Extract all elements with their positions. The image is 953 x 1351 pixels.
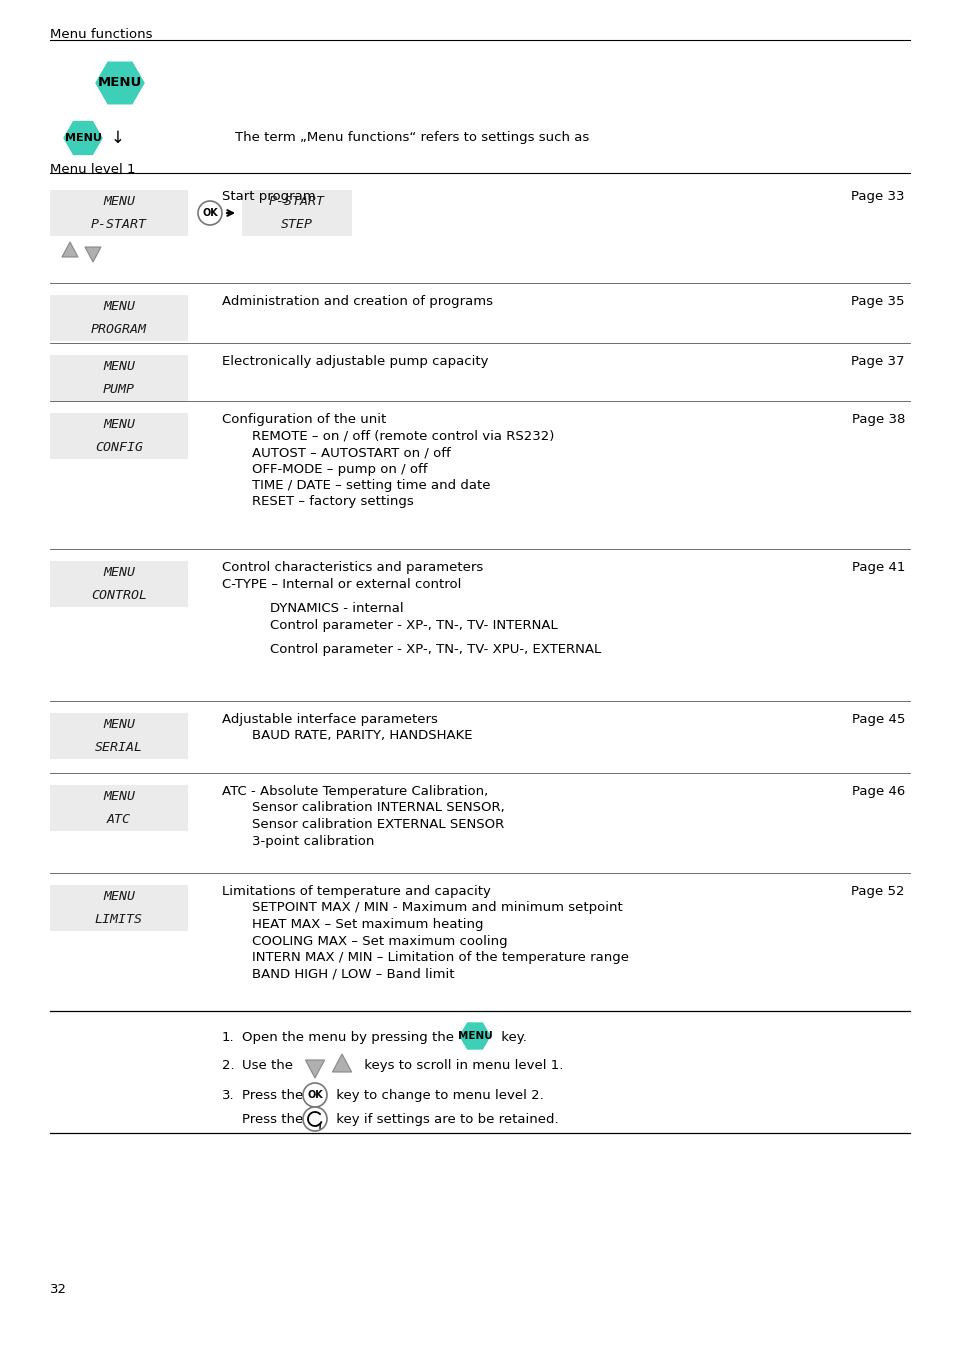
Text: Press the: Press the <box>242 1089 303 1102</box>
Text: Page 38: Page 38 <box>851 413 904 426</box>
Text: OK: OK <box>307 1090 322 1100</box>
Polygon shape <box>85 247 101 262</box>
FancyBboxPatch shape <box>50 413 188 459</box>
Text: MENU: MENU <box>98 77 142 89</box>
FancyBboxPatch shape <box>50 713 188 759</box>
Polygon shape <box>62 242 78 257</box>
Text: Configuration of the unit: Configuration of the unit <box>222 413 386 426</box>
Text: BAUD RATE, PARITY, HANDSHAKE: BAUD RATE, PARITY, HANDSHAKE <box>252 730 472 743</box>
Text: Page 33: Page 33 <box>851 190 904 203</box>
Text: key to change to menu level 2.: key to change to menu level 2. <box>332 1089 543 1102</box>
Polygon shape <box>332 1054 352 1071</box>
FancyBboxPatch shape <box>50 561 188 607</box>
Text: Page 45: Page 45 <box>851 713 904 725</box>
Text: Page 52: Page 52 <box>851 885 904 898</box>
FancyBboxPatch shape <box>50 355 188 401</box>
Text: key.: key. <box>497 1031 526 1044</box>
Text: MENU: MENU <box>103 195 135 208</box>
Text: C-TYPE – Internal or external control: C-TYPE – Internal or external control <box>222 577 461 590</box>
Text: DYNAMICS - internal: DYNAMICS - internal <box>270 603 403 615</box>
Text: P-START: P-START <box>269 195 325 208</box>
Text: CONTROL: CONTROL <box>91 589 147 603</box>
Text: Press the: Press the <box>242 1113 303 1125</box>
Text: BAND HIGH / LOW – Band limit: BAND HIGH / LOW – Band limit <box>252 967 454 981</box>
Polygon shape <box>459 1023 490 1048</box>
Text: Sensor calibration EXTERNAL SENSOR: Sensor calibration EXTERNAL SENSOR <box>252 817 504 831</box>
Text: Page 46: Page 46 <box>851 785 904 798</box>
FancyBboxPatch shape <box>242 190 352 236</box>
Text: Electronically adjustable pump capacity: Electronically adjustable pump capacity <box>222 355 488 367</box>
Text: ATC: ATC <box>107 813 131 825</box>
Text: TIME / DATE – setting time and date: TIME / DATE – setting time and date <box>252 480 490 492</box>
Circle shape <box>198 201 222 226</box>
Text: INTERN MAX / MIN – Limitation of the temperature range: INTERN MAX / MIN – Limitation of the tem… <box>252 951 628 965</box>
Text: Control parameter - XP-, TN-, TV- XPU-, EXTERNAL: Control parameter - XP-, TN-, TV- XPU-, … <box>270 643 600 657</box>
Text: MENU: MENU <box>103 359 135 373</box>
Text: MENU: MENU <box>457 1031 492 1042</box>
Text: Menu functions: Menu functions <box>50 28 152 41</box>
Text: SETPOINT MAX / MIN - Maximum and minimum setpoint: SETPOINT MAX / MIN - Maximum and minimum… <box>252 901 622 915</box>
Text: RESET – factory settings: RESET – factory settings <box>252 496 414 508</box>
Text: P-START: P-START <box>91 218 147 231</box>
FancyBboxPatch shape <box>50 190 188 236</box>
Text: Menu level 1: Menu level 1 <box>50 163 135 176</box>
Polygon shape <box>96 62 144 104</box>
Text: AUTOST – AUTOSTART on / off: AUTOST – AUTOSTART on / off <box>252 446 450 459</box>
Text: The term „Menu functions“ refers to settings such as: The term „Menu functions“ refers to sett… <box>234 131 589 145</box>
Text: STEP: STEP <box>281 218 313 231</box>
Text: 3.: 3. <box>222 1089 234 1102</box>
Text: PROGRAM: PROGRAM <box>91 323 147 336</box>
Text: MENU: MENU <box>103 566 135 580</box>
FancyBboxPatch shape <box>50 785 188 831</box>
FancyBboxPatch shape <box>50 885 188 931</box>
Text: Control parameter - XP-, TN-, TV- INTERNAL: Control parameter - XP-, TN-, TV- INTERN… <box>270 619 558 632</box>
Text: REMOTE – on / off (remote control via RS232): REMOTE – on / off (remote control via RS… <box>252 430 554 443</box>
Text: Open the menu by pressing the: Open the menu by pressing the <box>242 1031 457 1044</box>
Text: Page 35: Page 35 <box>851 295 904 308</box>
Text: Adjustable interface parameters: Adjustable interface parameters <box>222 713 437 725</box>
Text: Sensor calibration INTERNAL SENSOR,: Sensor calibration INTERNAL SENSOR, <box>252 801 504 815</box>
Text: OK: OK <box>202 208 217 218</box>
FancyBboxPatch shape <box>50 295 188 340</box>
Text: MENU: MENU <box>103 890 135 902</box>
Text: MENU: MENU <box>65 132 101 143</box>
Text: MENU: MENU <box>103 717 135 731</box>
Text: Administration and creation of programs: Administration and creation of programs <box>222 295 493 308</box>
Text: 1.: 1. <box>222 1031 234 1044</box>
Text: 3-point calibration: 3-point calibration <box>252 835 374 847</box>
Text: MENU: MENU <box>103 417 135 431</box>
Text: Use the: Use the <box>242 1059 293 1071</box>
Text: LIMITS: LIMITS <box>95 913 143 925</box>
Text: Start program: Start program <box>222 190 315 203</box>
Text: MENU: MENU <box>103 790 135 802</box>
Text: HEAT MAX – Set maximum heating: HEAT MAX – Set maximum heating <box>252 917 483 931</box>
Text: OFF-MODE – pump on / off: OFF-MODE – pump on / off <box>252 462 427 476</box>
Text: Limitations of temperature and capacity: Limitations of temperature and capacity <box>222 885 491 898</box>
Text: keys to scroll in menu level 1.: keys to scroll in menu level 1. <box>359 1059 563 1071</box>
Text: 32: 32 <box>50 1283 67 1296</box>
Text: ATC - Absolute Temperature Calibration,: ATC - Absolute Temperature Calibration, <box>222 785 488 798</box>
Text: Page 37: Page 37 <box>851 355 904 367</box>
Text: COOLING MAX – Set maximum cooling: COOLING MAX – Set maximum cooling <box>252 935 507 947</box>
Text: 2.: 2. <box>222 1059 234 1071</box>
Polygon shape <box>305 1061 324 1078</box>
Text: Page 41: Page 41 <box>851 561 904 574</box>
Text: CONFIG: CONFIG <box>95 440 143 454</box>
Circle shape <box>303 1106 327 1131</box>
Circle shape <box>303 1084 327 1106</box>
Text: key if settings are to be retained.: key if settings are to be retained. <box>332 1113 558 1125</box>
Text: PUMP: PUMP <box>103 382 135 396</box>
Text: MENU: MENU <box>103 300 135 313</box>
Text: Control characteristics and parameters: Control characteristics and parameters <box>222 561 483 574</box>
Polygon shape <box>64 122 102 154</box>
Text: SERIAL: SERIAL <box>95 740 143 754</box>
Text: ↓: ↓ <box>111 128 125 147</box>
